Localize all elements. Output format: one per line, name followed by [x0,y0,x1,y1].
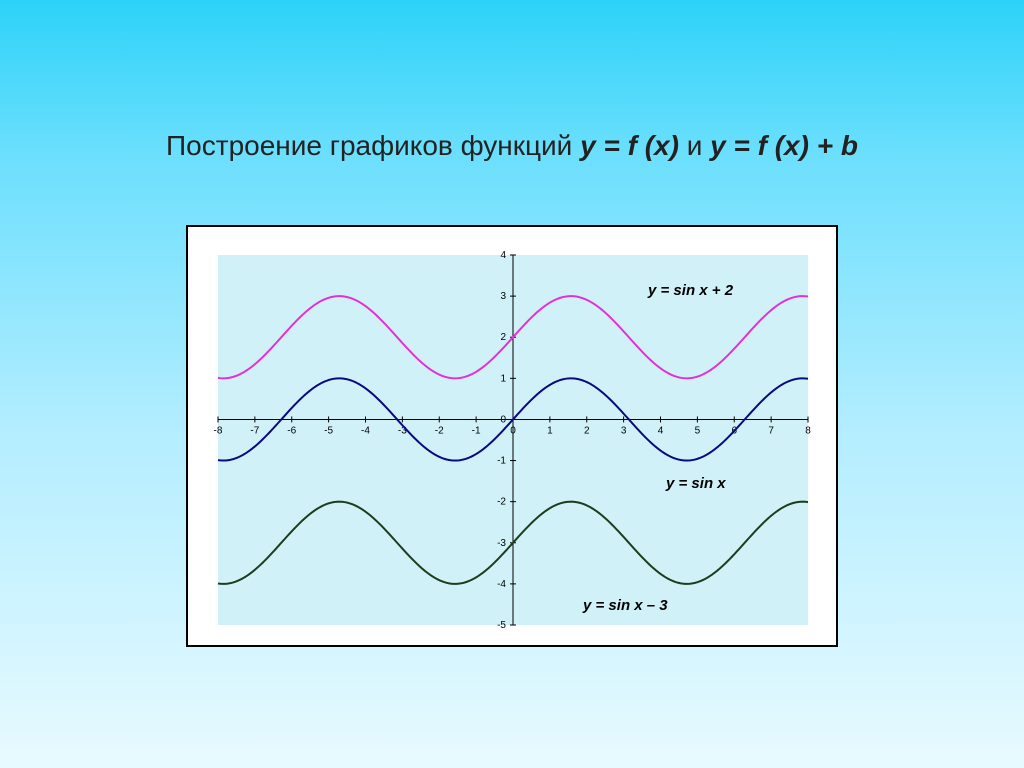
svg-text:3: 3 [500,291,506,302]
svg-text:-5: -5 [324,425,333,436]
slide-title: Построение графиков функций у = f (x) и … [0,130,1024,162]
svg-text:-6: -6 [287,425,296,436]
svg-text:0: 0 [500,414,506,425]
svg-text:-4: -4 [497,579,506,590]
chart: -8-7-6-5-4-3-2-1012345678-5-4-3-2-101234… [188,227,836,645]
svg-text:-3: -3 [398,425,407,436]
chart-svg: -8-7-6-5-4-3-2-1012345678-5-4-3-2-101234 [188,227,836,645]
svg-text:1: 1 [500,373,506,384]
svg-text:-8: -8 [214,425,223,436]
svg-text:-7: -7 [250,425,259,436]
svg-text:-5: -5 [497,620,506,631]
svg-text:-2: -2 [435,425,444,436]
svg-text:-1: -1 [497,456,506,467]
svg-text:-4: -4 [361,425,370,436]
series-label-sinx-plus-2: y = sin x + 2 [648,282,733,299]
svg-text:8: 8 [805,425,811,436]
series-label-sinx: y = sin x [666,475,726,492]
chart-frame: -8-7-6-5-4-3-2-1012345678-5-4-3-2-101234… [186,225,838,647]
title-formula-1: у = f (x) [580,130,679,161]
series-label-sinx-minus-3: y = sin x – 3 [583,597,668,614]
svg-text:2: 2 [500,332,506,343]
svg-text:1: 1 [547,425,553,436]
svg-text:-3: -3 [497,538,506,549]
title-middle: и [687,130,710,161]
svg-text:5: 5 [695,425,701,436]
svg-text:3: 3 [621,425,627,436]
svg-text:4: 4 [500,250,506,261]
svg-text:-1: -1 [472,425,481,436]
svg-text:2: 2 [584,425,590,436]
title-prefix: Построение графиков функций [166,130,580,161]
title-formula-2: y = f (x) + b [710,130,858,161]
svg-text:4: 4 [658,425,664,436]
slide: Построение графиков функций у = f (x) и … [0,0,1024,768]
svg-text:-2: -2 [497,497,506,508]
svg-text:0: 0 [510,425,516,436]
svg-text:7: 7 [768,425,774,436]
